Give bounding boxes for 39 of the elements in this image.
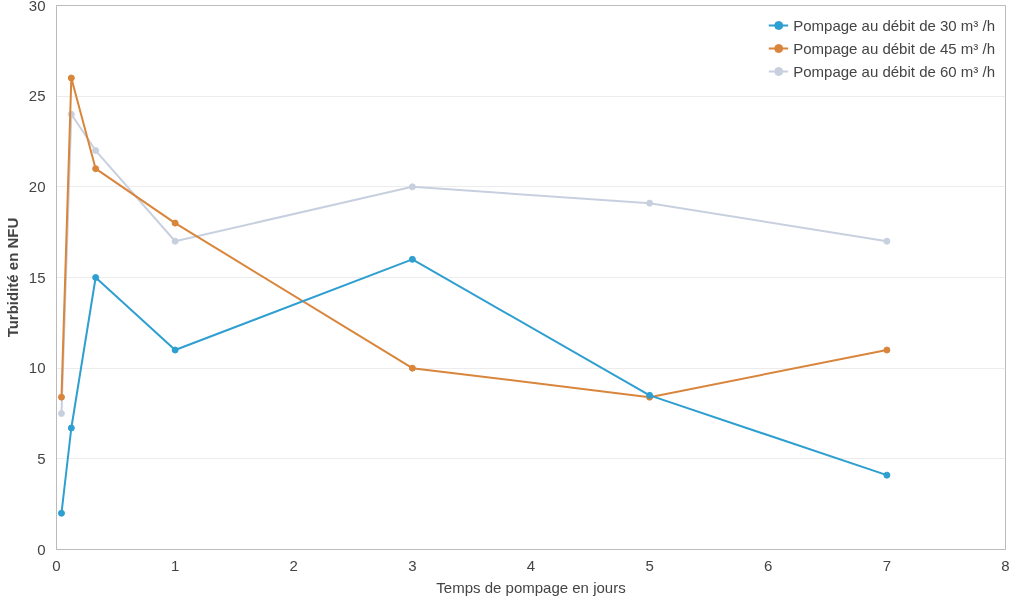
- point: [408, 183, 416, 191]
- point: [171, 219, 179, 227]
- point: [67, 424, 75, 432]
- point: [171, 346, 179, 354]
- y-tick-label: 25: [28, 87, 46, 105]
- point: [57, 393, 65, 401]
- x-tick-label: 1: [170, 556, 180, 574]
- x-tick-label: 8: [1001, 556, 1010, 574]
- point: [883, 471, 891, 479]
- legend-label: Pompage au débit de 30 m³ /h: [793, 16, 995, 34]
- legend-label: Pompage au débit de 45 m³ /h: [793, 39, 995, 57]
- legend-label: Pompage au débit de 60 m³ /h: [793, 62, 995, 80]
- x-tick-label: 6: [764, 556, 773, 574]
- point: [92, 274, 100, 281]
- x-tick-label: 4: [526, 556, 536, 574]
- x-tick-label: 0: [52, 556, 61, 574]
- point: [883, 346, 891, 354]
- point: [646, 199, 654, 207]
- y-tick-label: 15: [28, 268, 46, 286]
- x-tick-label: 3: [408, 556, 417, 574]
- point: [57, 509, 65, 517]
- point: [67, 74, 75, 82]
- x-tick-label: 2: [289, 556, 298, 574]
- point: [57, 410, 65, 417]
- point: [92, 147, 100, 155]
- x-tick-label: 7: [882, 556, 892, 574]
- y-axis-title: Turbidité en NFU: [3, 217, 21, 338]
- x-tick-label: 5: [645, 556, 654, 574]
- point: [408, 364, 416, 372]
- y-tick-label: 10: [28, 359, 46, 377]
- point: [171, 237, 179, 245]
- point: [92, 165, 100, 173]
- y-tick-label: 20: [28, 177, 46, 195]
- point: [883, 237, 891, 245]
- y-tick-label: 30: [28, 0, 46, 14]
- y-tick-label: 5: [37, 449, 46, 467]
- point: [408, 255, 416, 263]
- y-tick-label: 0: [37, 540, 46, 558]
- x-axis-title: Temps de pompage en jours: [436, 578, 626, 596]
